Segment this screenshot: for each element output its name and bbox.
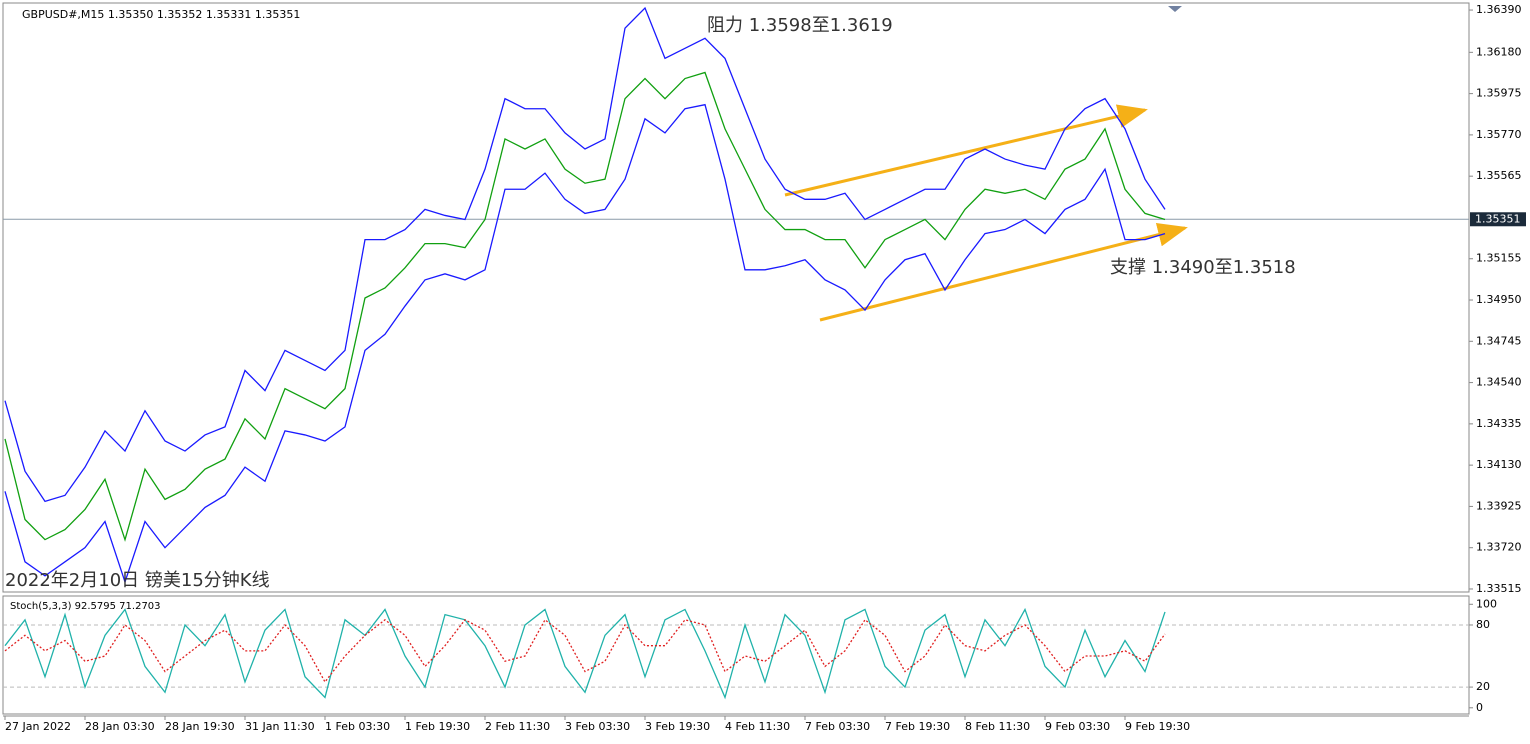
- chart-title: 2022年2月10日 镑美15分钟K线: [5, 570, 270, 591]
- stoch-title: Stoch(5,3,3) 92.5795 71.2703: [10, 601, 161, 612]
- y-tick-label: 1.34130: [1476, 458, 1522, 471]
- y-tick-label: 1.35975: [1476, 87, 1522, 100]
- resistance-note: 阻力 1.3598至1.3619: [707, 15, 893, 36]
- shift-marker: [1168, 6, 1182, 12]
- y-tick-label: 80: [1476, 618, 1490, 631]
- y-tick-label: 20: [1476, 680, 1490, 693]
- y-tick-label: 1.33515: [1476, 582, 1522, 595]
- y-tick-label: 1.36390: [1476, 3, 1522, 16]
- y-tick-label: 1.34335: [1476, 417, 1522, 430]
- y-tick-label: 100: [1476, 597, 1497, 610]
- series-line: [4, 607, 1166, 700]
- y-tick-label: 1.33720: [1476, 541, 1522, 554]
- series-line: [4, 71, 1166, 542]
- x-tick-label: 9 Feb 03:30: [1045, 720, 1110, 733]
- x-tick-label: 3 Feb 19:30: [645, 720, 710, 733]
- x-tick-label: 7 Feb 19:30: [885, 720, 950, 733]
- y-tick-label: 1.34745: [1476, 334, 1522, 347]
- channel-line: [784, 104, 1148, 197]
- y-tick-label: 1.34950: [1476, 293, 1522, 306]
- x-tick-label: 28 Jan 03:30: [85, 720, 155, 733]
- y-tick-label: 1.35770: [1476, 128, 1522, 141]
- y-tick-label: 1.36180: [1476, 45, 1522, 58]
- stoch-panel: [2, 595, 1470, 715]
- x-tick-label: 28 Jan 19:30: [165, 720, 235, 733]
- x-tick-label: 1 Feb 03:30: [325, 720, 390, 733]
- y-tick-label: 1.35565: [1476, 169, 1522, 182]
- series-line: [4, 103, 1166, 585]
- x-tick-label: 31 Jan 11:30: [245, 720, 315, 733]
- main-panel: [2, 2, 1470, 593]
- x-tick-label: 4 Feb 11:30: [725, 720, 790, 733]
- x-tick-label: 2 Feb 11:30: [485, 720, 550, 733]
- x-tick-label: 1 Feb 19:30: [405, 720, 470, 733]
- x-tick-label: 7 Feb 03:30: [805, 720, 870, 733]
- x-tick-label: 9 Feb 19:30: [1125, 720, 1190, 733]
- y-tick-label: 1.34540: [1476, 376, 1522, 389]
- channel-line: [819, 222, 1188, 322]
- y-tick-label: 1.35155: [1476, 252, 1522, 265]
- y-tick-label: 0: [1476, 701, 1483, 714]
- symbol-header: GBPUSD#,M15 1.35350 1.35352 1.35331 1.35…: [22, 8, 300, 21]
- x-tick-label: 3 Feb 03:30: [565, 720, 630, 733]
- support-note: 支撑 1.3490至1.3518: [1110, 257, 1296, 278]
- x-tick-label: 8 Feb 11:30: [965, 720, 1030, 733]
- y-tick-label: 1.33925: [1476, 499, 1522, 512]
- current-price-box: [1470, 212, 1526, 227]
- current-price-label: 1.35351: [1475, 212, 1521, 225]
- series-line: [4, 618, 1166, 684]
- x-tick-label: 27 Jan 2022: [5, 720, 71, 733]
- series-line: [4, 6, 1166, 503]
